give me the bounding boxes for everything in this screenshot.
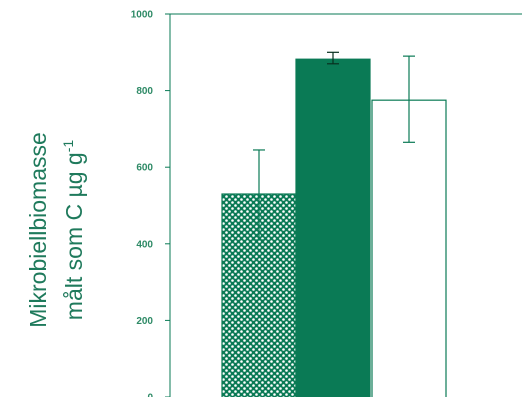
y-axis-ticks: 0 200 400 600 800 1000 [131, 10, 170, 397]
error-bar-1 [253, 149, 265, 241]
y-tick-label-200: 200 [136, 316, 153, 327]
y-axis-label-line1: Mikrobiellbiomasse [25, 132, 51, 328]
y-tick-label-0: 0 [147, 393, 153, 397]
y-axis-label-unit: målt som C µg g [61, 152, 87, 320]
bars-group [221, 51, 447, 397]
y-tick-label-1000: 1000 [131, 10, 154, 21]
bar-3 [371, 99, 447, 397]
y-axis-label-line2: målt som C µg g-1 [60, 140, 87, 321]
y-tick-label-600: 600 [136, 163, 153, 174]
y-tick-label-800: 800 [136, 86, 153, 97]
error-bar-3 [403, 55, 415, 143]
error-bar-2 [327, 51, 339, 65]
y-tick-label-400: 400 [136, 239, 153, 250]
y-axis-label-superscript: -1 [60, 140, 76, 153]
bar-2 [295, 58, 371, 397]
